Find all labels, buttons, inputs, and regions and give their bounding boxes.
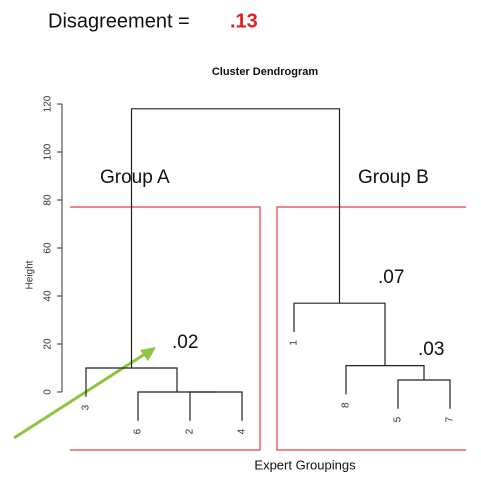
y-tick-label: 80 bbox=[43, 194, 54, 206]
merge-link bbox=[189, 391, 243, 421]
chart-title: Cluster Dendrogram bbox=[212, 66, 319, 78]
annotation: Group B bbox=[358, 167, 429, 188]
merge-link bbox=[397, 379, 451, 409]
annotation: .02 bbox=[172, 332, 198, 353]
leaf-label: 8 bbox=[341, 402, 352, 408]
y-axis-label: Height bbox=[25, 260, 36, 289]
annotation: .03 bbox=[418, 339, 444, 360]
leaf-label: 7 bbox=[445, 416, 456, 422]
y-tick-label: 0 bbox=[43, 389, 54, 395]
group-b-box bbox=[276, 206, 466, 451]
leaf-label: 4 bbox=[237, 428, 248, 434]
merge-link bbox=[293, 302, 386, 366]
y-tick-label: 120 bbox=[43, 95, 54, 112]
leaf-label: 5 bbox=[393, 416, 404, 422]
disagreement-value: .13 bbox=[230, 10, 258, 32]
disagreement-label: Disagreement = bbox=[48, 10, 190, 32]
x-axis-label: Expert Groupings bbox=[254, 457, 356, 472]
annotation: Group A bbox=[100, 167, 170, 188]
merge-link bbox=[137, 391, 216, 421]
y-tick-label: 40 bbox=[43, 290, 54, 302]
merge-link bbox=[130, 108, 341, 368]
y-tick-label: 100 bbox=[43, 143, 54, 160]
leaf-label: 1 bbox=[289, 340, 300, 346]
group-a-box bbox=[70, 206, 261, 451]
leaf-label: 3 bbox=[81, 404, 92, 410]
leaf-label: 2 bbox=[185, 428, 196, 434]
annotation: .07 bbox=[378, 267, 404, 288]
y-tick-label: 60 bbox=[43, 242, 54, 254]
green-arrow bbox=[13, 347, 156, 440]
leaf-label: 6 bbox=[133, 428, 144, 434]
y-tick-label: 20 bbox=[43, 338, 54, 350]
